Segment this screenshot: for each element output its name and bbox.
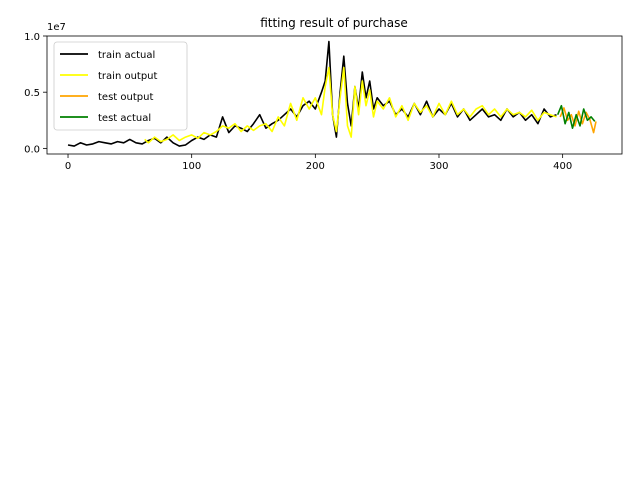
series-line-train-output	[144, 66, 557, 144]
legend-box	[53, 41, 188, 131]
x-tick-label: 200	[306, 161, 325, 172]
y-tick-label: 1.0	[24, 32, 40, 43]
legend: train actual train output test output test …	[53, 41, 188, 131]
legend-entry-label: train output	[98, 71, 158, 82]
chart-title: fitting result of purchase	[260, 16, 408, 30]
x-tick-label: 300	[429, 161, 448, 172]
x-tick-label: 400	[553, 161, 572, 172]
series-line-test-actual	[556, 104, 596, 129]
axes-group: 0 100 200 300 400 0.0 0.5 1.0	[24, 32, 623, 172]
series-line-train-actual	[67, 40, 557, 147]
y-tick-label: 0.0	[24, 144, 40, 155]
y-tick-label: 0.5	[24, 88, 40, 99]
legend-entry-label: test output	[98, 92, 153, 103]
plot-area	[67, 40, 597, 147]
x-tick-label: 0	[65, 161, 71, 172]
legend-entry-label: train actual	[98, 50, 155, 61]
legend-entry-label: test actual	[98, 113, 151, 124]
axes-frame	[46, 35, 623, 155]
y-offset-label: 1e7	[47, 22, 66, 33]
x-tick-label: 100	[182, 161, 201, 172]
series-line-test-output	[559, 107, 597, 134]
